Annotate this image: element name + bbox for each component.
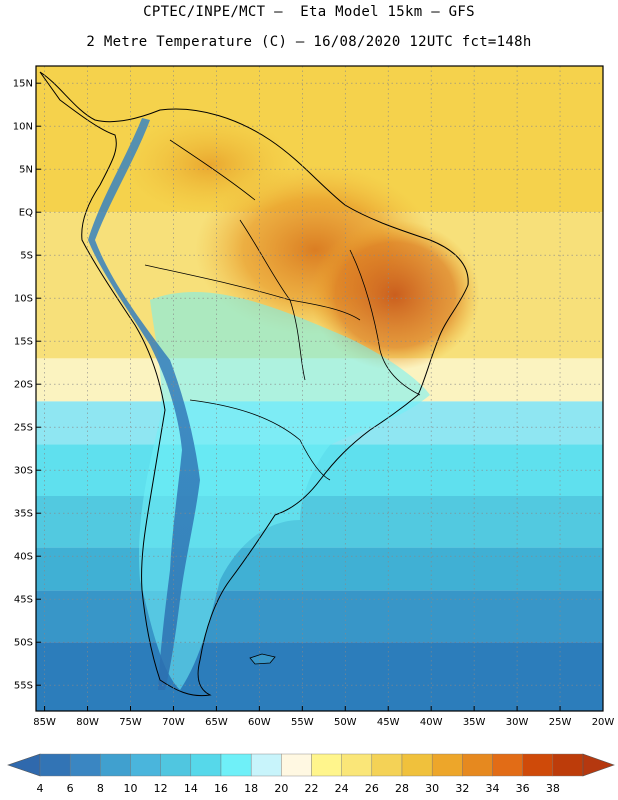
colorbar-label: 28: [395, 782, 409, 795]
temperature-band: [36, 642, 603, 711]
chart-title-line1: CPTEC/INPE/MCT – Eta Model 15km – GFS: [143, 4, 475, 20]
country-border: [169, 139, 256, 201]
lat-tick-label: 25S: [14, 423, 33, 434]
chart-title-line2: 2 Metre Temperature (C) – 16/08/2020 12U…: [86, 34, 532, 50]
lon-tick-label: 75W: [119, 717, 142, 728]
colorbar-swatch: [281, 753, 312, 777]
continent-outline: [39, 71, 469, 697]
lat-tick-label: 45S: [14, 595, 33, 606]
colorbar-label: 22: [305, 782, 319, 795]
country-border: [189, 399, 331, 481]
colorbar-swatch: [492, 753, 523, 777]
colorbar-label: 6: [67, 782, 74, 795]
colorbar-label: 16: [214, 782, 228, 795]
colorbar-label: 32: [455, 782, 469, 795]
lat-tick-label: 35S: [14, 509, 33, 520]
lat-tick-label: 40S: [14, 552, 33, 563]
lon-tick-label: 45W: [377, 717, 400, 728]
temperature-band: [36, 590, 603, 643]
lat-tick-label: 15N: [13, 79, 33, 90]
lat-tick-label: 5N: [19, 165, 33, 176]
colorbar-label: 36: [516, 782, 530, 795]
cool-region-southern-interior: [139, 291, 431, 690]
temperature-band: [36, 496, 603, 548]
lon-tick-label: 25W: [549, 717, 572, 728]
colorbar-label: 34: [486, 782, 500, 795]
map-frame: [35, 65, 604, 712]
lat-tick-label: 30S: [14, 466, 33, 477]
colorbar-label: 8: [97, 782, 104, 795]
colorbar-swatch: [401, 753, 433, 777]
lon-tick-label: 60W: [248, 717, 271, 728]
colorbar-label: 12: [154, 782, 168, 795]
colorbar-swatch: [190, 753, 222, 777]
lon-tick-label: 70W: [162, 717, 185, 728]
lon-tick-label: 55W: [291, 717, 314, 728]
falkland-islands: [249, 653, 276, 665]
colorbar-swatch: [462, 753, 493, 777]
colorbar-label: 4: [37, 782, 44, 795]
colorbar-swatch: [130, 753, 161, 777]
colorbar-swatch: [250, 753, 282, 777]
colorbar-swatch: [160, 753, 192, 777]
colorbar-label: 24: [335, 782, 349, 795]
colorbar-swatch: [69, 753, 101, 777]
lat-tick-label: 15S: [14, 337, 33, 348]
colorbar-label: 38: [546, 782, 560, 795]
colorbar-label: 20: [274, 782, 288, 795]
colorbar-under-arrow: [7, 753, 41, 777]
graticule: [36, 66, 603, 711]
colorbar-over-arrow: [582, 753, 615, 777]
colorbar-swatch: [341, 753, 373, 777]
lat-tick-label: 50S: [14, 638, 33, 649]
lat-tick-label: 10N: [13, 122, 33, 133]
colorbar-swatch: [522, 753, 554, 777]
lon-tick-label: 50W: [334, 717, 357, 728]
lon-tick-label: 35W: [463, 717, 486, 728]
temperature-band: [36, 547, 603, 591]
colorbar-swatch: [100, 753, 131, 777]
lat-tick-label: 5S: [20, 251, 33, 262]
colorbar-label: 14: [184, 782, 198, 795]
lat-tick-label: EQ: [19, 208, 33, 219]
colorbar-swatch: [552, 753, 584, 777]
lon-tick-label: 65W: [205, 717, 228, 728]
lon-tick-label: 85W: [33, 717, 56, 728]
lat-tick-label: 55S: [14, 681, 33, 692]
lat-tick-label: 10S: [14, 294, 33, 305]
lon-tick-label: 80W: [76, 717, 99, 728]
colorbar-label: 18: [244, 782, 258, 795]
lon-tick-label: 20W: [592, 717, 615, 728]
state-border: [349, 249, 421, 396]
colorbar-label: 30: [425, 782, 439, 795]
colorbar-swatch: [220, 753, 252, 777]
colorbar-label: 26: [365, 782, 379, 795]
colorbar-label: 10: [124, 782, 138, 795]
warm-region-northeast-brazil: [310, 220, 480, 370]
colorbar: 4 6 8 10 12 14 16 18 20 22 24 26 28 30 32 34 36 38: [7, 753, 615, 795]
country-border: [239, 219, 306, 381]
lon-tick-label: 40W: [420, 717, 443, 728]
warm-region-venezuela: [125, 115, 295, 215]
colorbar-swatch: [371, 753, 403, 777]
colorbar-swatch: [311, 753, 342, 777]
colorbar-swatch: [431, 753, 463, 777]
lon-tick-label: 30W: [506, 717, 529, 728]
lat-tick-label: 20S: [14, 380, 33, 391]
country-border: [144, 264, 361, 321]
cold-region-andes: [88, 118, 200, 690]
axis-ticks: 15N 10N 5N EQ 5S 10S 15S 20S 25S 30S 35S 40S 45S 50S 5…: [13, 79, 615, 728]
colorbar-swatch: [39, 753, 71, 777]
